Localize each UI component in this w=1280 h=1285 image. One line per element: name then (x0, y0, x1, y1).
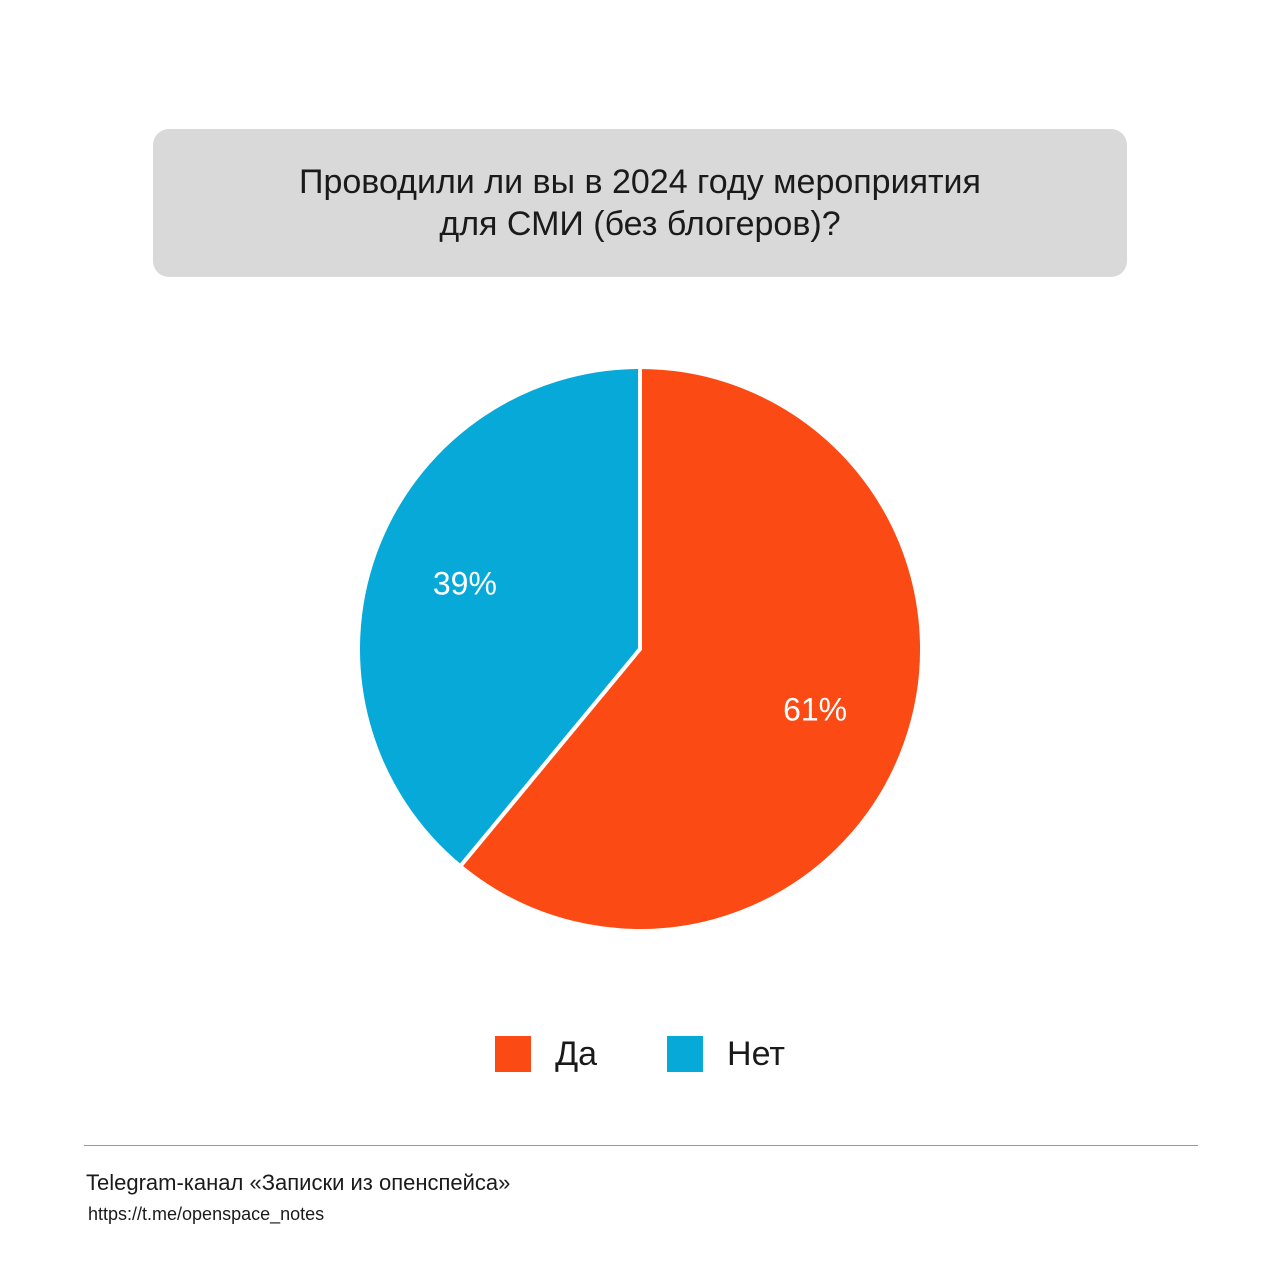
legend-label-yes: Да (555, 1034, 598, 1073)
chart-legend: Да Нет (0, 1034, 1280, 1074)
legend-item-yes: Да (495, 1035, 597, 1074)
chart-title-line-1: Проводили ли вы в 2024 году мероприятия (299, 163, 981, 201)
pie-slice-label-0: 61% (783, 691, 847, 727)
legend-swatch-no (667, 1036, 704, 1072)
pie-slice-0 (458, 365, 924, 933)
legend-item-no: Нет (667, 1035, 785, 1074)
pie-slice-1 (356, 365, 642, 869)
footer-channel-link[interactable]: https://t.me/openspace_notes (88, 1204, 325, 1224)
legend-label-no: Нет (727, 1034, 785, 1073)
chart-title-box: Проводили ли вы в 2024 году мероприятия … (153, 129, 1127, 277)
footer-channel-name: Telegram-канал «Записки из опенспейса» (86, 1170, 511, 1195)
pie-slice-label-1: 39% (433, 565, 497, 601)
chart-title-line-2: для СМИ (без блогеров)? (439, 205, 841, 243)
legend-swatch-yes (495, 1036, 532, 1072)
footer-divider (84, 1145, 1198, 1146)
